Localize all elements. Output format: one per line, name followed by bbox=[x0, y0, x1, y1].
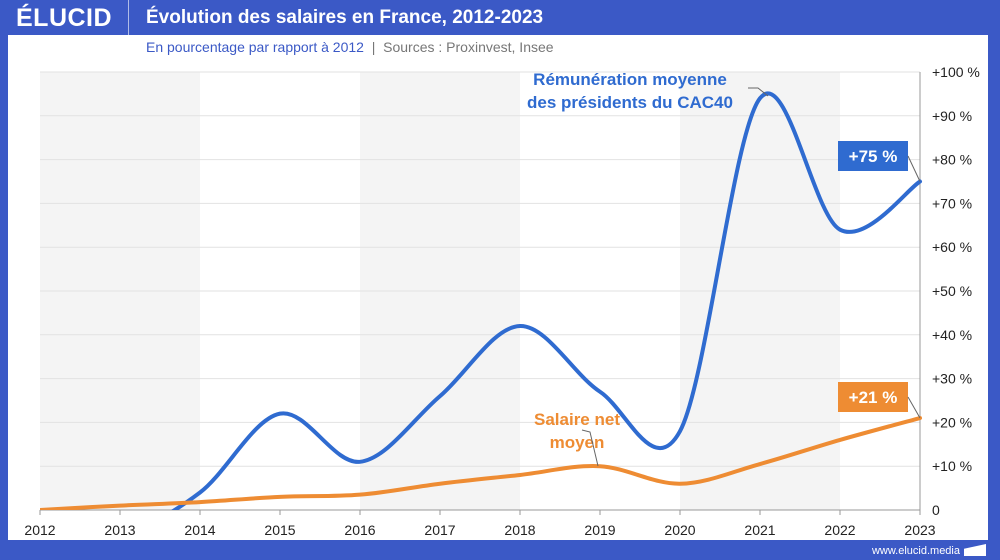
y-tick-label: +90 % bbox=[932, 108, 972, 124]
y-tick-label: 0 bbox=[932, 502, 940, 518]
x-tick-label: 2013 bbox=[104, 522, 135, 538]
elucid-logo: ÉLUCID bbox=[16, 4, 113, 32]
y-tick-label: +80 % bbox=[932, 152, 972, 168]
x-tick-label: 2021 bbox=[744, 522, 775, 538]
y-tick-label: +100 % bbox=[932, 64, 980, 80]
end-label-connector bbox=[907, 155, 921, 182]
x-tick-label: 2015 bbox=[264, 522, 295, 538]
x-tick-label: 2023 bbox=[904, 522, 935, 538]
x-tick-label: 2017 bbox=[424, 522, 455, 538]
y-tick-label: +60 % bbox=[932, 239, 972, 255]
subtitle-separator: | bbox=[363, 39, 384, 55]
end-label-box bbox=[838, 141, 908, 171]
x-tick-label: 2020 bbox=[664, 522, 695, 538]
series-label: Salaire net bbox=[534, 410, 620, 429]
series-line-cac40 bbox=[170, 91, 922, 510]
series-line-salaire bbox=[40, 416, 922, 510]
series-label: Rémunération moyenne bbox=[533, 70, 727, 89]
header-divider bbox=[128, 0, 129, 35]
x-tick-label: 2012 bbox=[24, 522, 55, 538]
end-label: +75 % bbox=[849, 147, 898, 166]
y-tick-label: +40 % bbox=[932, 327, 972, 343]
footer-url[interactable]: www.elucid.media bbox=[871, 545, 960, 557]
series-label-connector bbox=[748, 87, 769, 97]
series-label-connector bbox=[581, 429, 599, 467]
end-label-box bbox=[838, 382, 908, 412]
y-tick-label: +20 % bbox=[932, 414, 972, 430]
x-tick-label: 2016 bbox=[344, 522, 375, 538]
y-tick-label: +30 % bbox=[932, 371, 972, 387]
y-tick-label: +70 % bbox=[932, 195, 972, 211]
end-label-connector bbox=[907, 396, 921, 419]
x-tick-label: 2019 bbox=[584, 522, 615, 538]
end-label: +21 % bbox=[849, 388, 898, 407]
chart-subtitle: En pourcentage par rapport à 2012 | Sour… bbox=[146, 39, 554, 55]
chart-title: Évolution des salaires en France, 2012-2… bbox=[146, 7, 544, 28]
sources-text: Sources : Proxinvest, Insee bbox=[383, 39, 554, 55]
x-tick-label: 2014 bbox=[184, 522, 215, 538]
x-tick-label: 2022 bbox=[824, 522, 855, 538]
subtitle-text: En pourcentage par rapport à 2012 bbox=[146, 39, 364, 55]
x-tick-label: 2018 bbox=[504, 522, 535, 538]
y-tick-label: +10 % bbox=[932, 458, 972, 474]
series-label: moyen bbox=[550, 433, 605, 452]
y-tick-label: +50 % bbox=[932, 283, 972, 299]
series-label: des présidents du CAC40 bbox=[527, 93, 733, 112]
